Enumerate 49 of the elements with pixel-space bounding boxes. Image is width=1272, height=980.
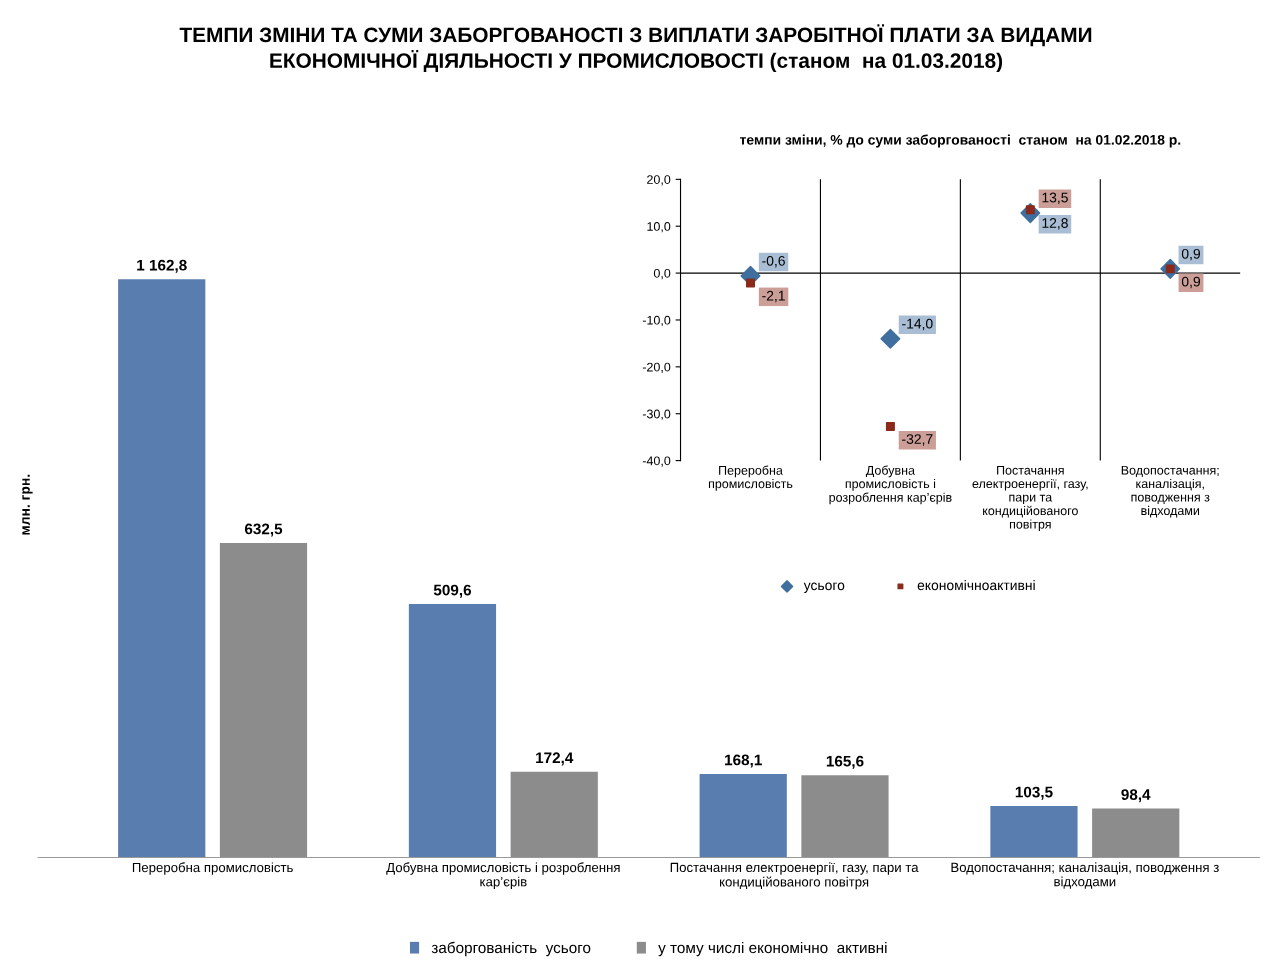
x-tick-label: Постачання електроенергії, газу, пари та кондиційованого повітря [972,465,1088,532]
point [885,421,895,431]
x-tick-label: Переробна промисловість [708,465,793,491]
bar [1092,808,1180,858]
x-tick-label: Переробна промисловість [132,862,293,875]
y-axis-title: млн. грн. [22,474,33,535]
legend-label: заборгованість усього [431,941,591,957]
data-label: 165,6 [826,755,864,769]
chart-title: ТЕМПИ ЗМІНИ ТА СУМИ ЗАБОРГОВАНОСТІ З ВИПЛАТИ ЗАРОБІТНОЇ ПЛАТИ ЗА ВИДАМИ ЕКОНОМІЧНОЇ ДІЯЛЬНОСТІ У ПРОМИСЛОВОСТІ (станом на 01.03.2018) [179,24,1092,73]
point [880,328,901,349]
data-label: -2,1 [762,290,785,303]
y-tick-label: 20,0 [647,175,671,186]
bar [801,775,889,858]
legend-label: економічноактивні [917,579,1035,591]
bar [219,542,308,858]
data-label: 509,6 [433,584,472,598]
y-tick-label: -10,0 [642,315,671,327]
data-label: -0,6 [762,255,785,268]
y-tick-label: 0,0 [653,268,671,280]
x-tick-label: Добувна промисловість і розроблення кар’єрів [829,465,952,505]
data-label: 0,9 [1181,248,1200,261]
x-tick-label: Водопостачання; каналізація, поводження з відходами [951,862,1219,889]
y-tick-label: 10,0 [647,222,671,233]
data-label: 172,4 [536,752,574,766]
y-tick-label: -40,0 [642,456,671,467]
data-label: 98,4 [1121,789,1151,803]
chart-title: темпи зміни, % до суми заборгованості станом на 01.02.2018 р. [739,134,1181,148]
data-label: 103,5 [1015,786,1053,800]
legend-label: усього [803,582,845,593]
bar [118,279,206,858]
data-label: -14,0 [902,318,933,331]
data-label: 13,5 [1042,192,1068,205]
x-tick-label: Добувна промисловість і розроблення кар’єрів [386,862,620,889]
bar [990,806,1078,858]
bar [408,604,497,858]
bar [699,773,787,858]
data-label: 1 162,8 [137,259,187,273]
data-label: 632,5 [244,523,283,537]
bar [510,771,598,858]
y-tick-label: -20,0 [642,362,671,373]
data-label: 12,8 [1042,218,1068,230]
point [745,278,755,288]
data-label: 0,9 [1181,276,1200,289]
data-label: -32,7 [902,434,933,446]
x-tick-label: Водопостачання; каналізація, поводження з відходами [1121,465,1219,518]
data-label: 168,1 [725,754,762,768]
y-tick-label: -30,0 [642,409,671,420]
legend-label: у тому числі економічно активні [658,941,887,957]
x-tick-label: Постачання електроенергії, газу, пари та кондиційованого повітря [670,862,919,890]
